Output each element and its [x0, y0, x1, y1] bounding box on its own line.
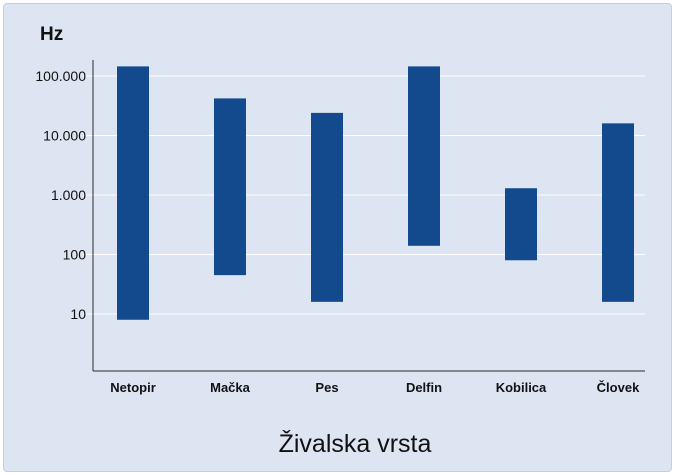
axes: [92, 60, 645, 372]
category-label: Mačka: [210, 380, 251, 395]
range-bars: [117, 66, 634, 320]
range-bar: [214, 98, 246, 276]
y-tick-label: 10.000: [43, 128, 86, 144]
range-bar: [117, 66, 149, 320]
y-unit-label: Hz: [40, 24, 63, 45]
y-tick-label: 100: [63, 247, 87, 263]
category-label: Kobilica: [496, 380, 547, 395]
range-bar: [602, 123, 634, 302]
range-bar: [505, 188, 537, 261]
x-axis-title: Živalska vrsta: [279, 429, 432, 458]
y-tick-label: 100.000: [35, 68, 86, 84]
y-tick-labels: 10 100 1.000 10.000 100.000: [35, 68, 86, 322]
category-label: Netopir: [110, 380, 156, 395]
range-bar: [408, 66, 440, 246]
gridlines: [83, 75, 645, 315]
y-tick-label: 1.000: [51, 187, 86, 203]
category-label: Delfin: [406, 380, 442, 395]
category-label: Človek: [597, 380, 640, 395]
category-label: Pes: [315, 380, 338, 395]
range-bar: [311, 112, 343, 302]
x-tick-labels: Netopir Mačka Pes Delfin Kobilica Človek: [110, 380, 640, 395]
y-tick-label: 10: [70, 306, 86, 322]
